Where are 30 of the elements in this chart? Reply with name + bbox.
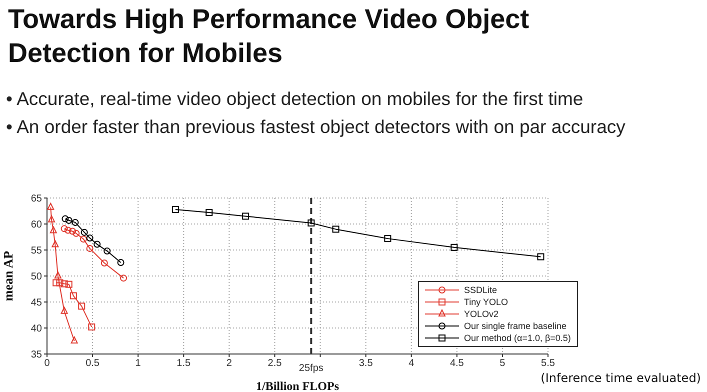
x-tick-label: 1 bbox=[135, 358, 142, 370]
legend-label: Tiny YOLO bbox=[464, 297, 508, 307]
y-tick-label: 50 bbox=[30, 272, 42, 283]
x-tick-label: 1.5 bbox=[176, 358, 192, 370]
x-tick-label: 2 bbox=[226, 358, 232, 370]
x-tick-label: 0.5 bbox=[86, 358, 100, 370]
x-tick-label: 3.5 bbox=[358, 358, 374, 370]
y-tick-label: 35 bbox=[30, 350, 42, 361]
ref-line-label: 25fps bbox=[298, 363, 324, 374]
x-tick-label: 5 bbox=[500, 358, 506, 370]
y-tick-label: 65 bbox=[30, 194, 42, 205]
y-axis-title: mean AP bbox=[0, 250, 16, 302]
text: (Inference time evaluated) bbox=[540, 371, 701, 385]
x-tick-label: 4 bbox=[408, 358, 415, 370]
x-axis-title: 1/Billion FLOPs bbox=[256, 379, 340, 392]
x-tick-label: 4.5 bbox=[450, 358, 464, 370]
y-tick-label: 55 bbox=[30, 246, 42, 257]
legend-label: Our single frame baseline bbox=[464, 321, 567, 331]
x-tick-label: 2.5 bbox=[268, 358, 282, 370]
chart-title: Towards High Performance Video Object Detection for Mobiles bbox=[8, 3, 530, 70]
legend-label: SSDLite bbox=[464, 285, 498, 295]
legend-label: Our method (α=1.0, β=0.5) bbox=[464, 333, 571, 343]
y-tick-label: 40 bbox=[30, 324, 42, 335]
text: • An order faster than previous fastest object detectors with on par accuracy bbox=[6, 116, 626, 138]
legend-label: YOLOv2 bbox=[464, 309, 499, 319]
x-tick-label: 0 bbox=[44, 358, 50, 370]
y-tick-label: 45 bbox=[30, 298, 42, 309]
x-tick-label: 5.5 bbox=[541, 358, 556, 370]
text: • Accurate, real-time video object detection on mobiles for the first time bbox=[6, 88, 584, 110]
y-tick-label: 60 bbox=[30, 220, 42, 231]
